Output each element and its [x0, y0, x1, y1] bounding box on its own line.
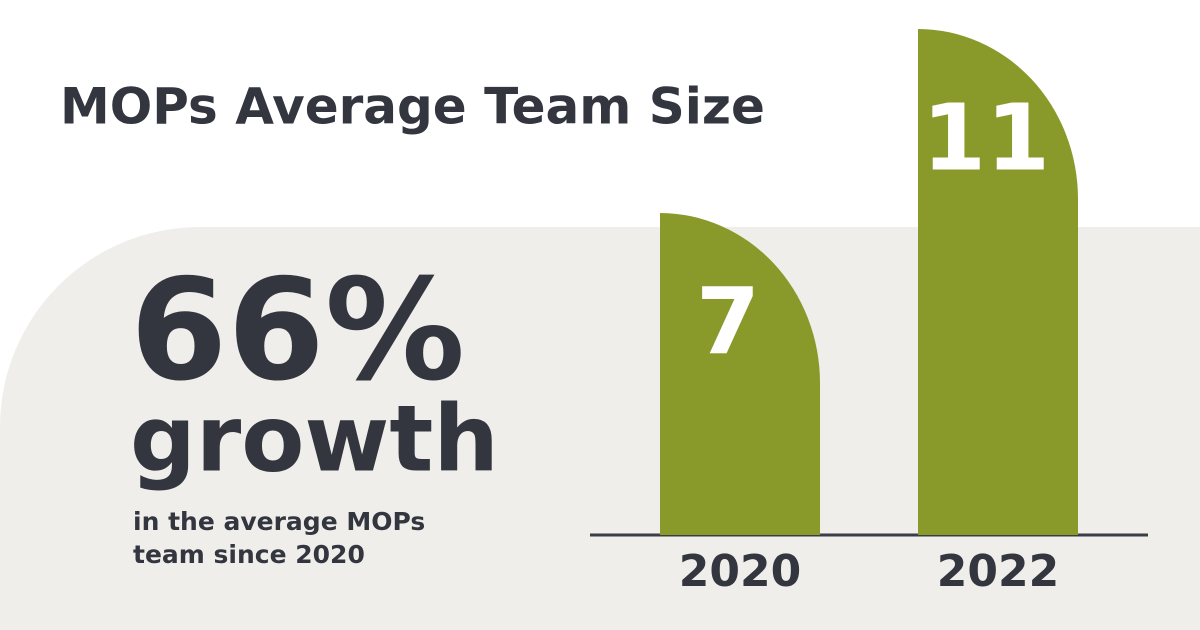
growth-caption: team since 2020 — [133, 540, 365, 569]
growth-stat: 66% — [130, 250, 465, 413]
background-panel — [0, 227, 1200, 630]
chart-title: MOPs Average Team Size — [60, 78, 765, 136]
growth-word: growth — [130, 385, 499, 492]
bar — [660, 213, 820, 535]
x-tick-label: 2020 — [679, 546, 801, 597]
x-tick-label: 2022 — [937, 546, 1059, 597]
value-label: 7 — [696, 268, 760, 375]
growth-caption: in the average MOPs — [133, 507, 425, 536]
bar — [918, 29, 1078, 535]
value-label: 11 — [922, 84, 1050, 191]
